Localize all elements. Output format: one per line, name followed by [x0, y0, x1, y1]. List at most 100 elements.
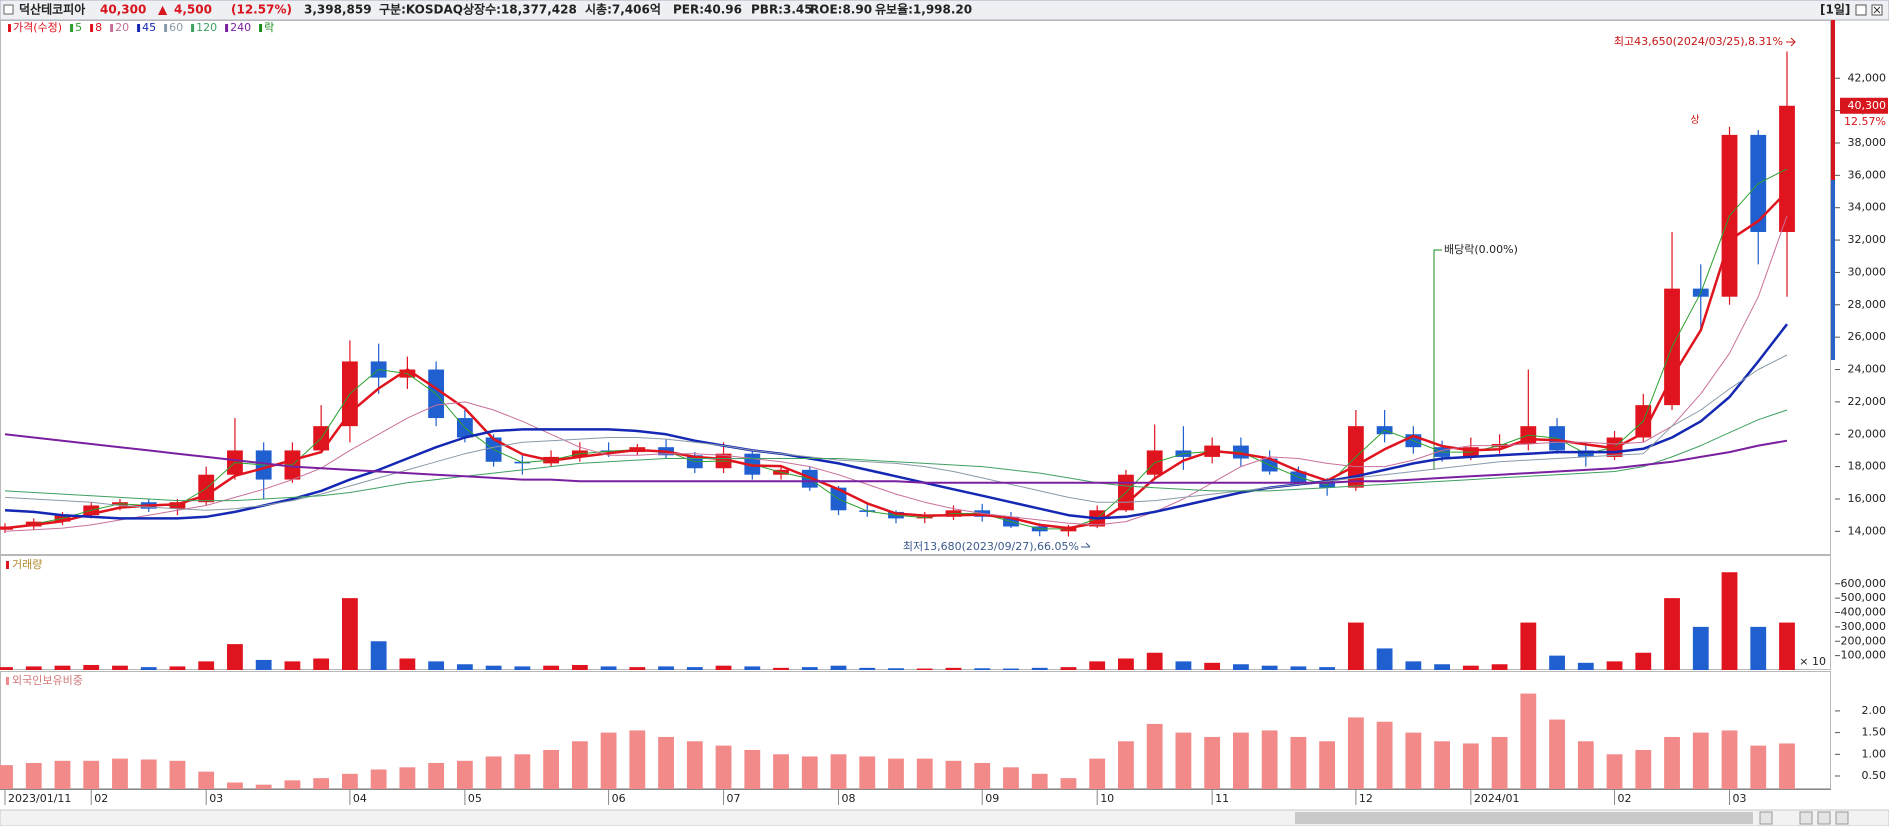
x-tick-label: 2024/01: [1474, 792, 1520, 805]
y-tick-label: 22,000: [1848, 395, 1887, 408]
foreign-title: 외국인보유비중: [12, 674, 83, 687]
bar: [1779, 622, 1795, 670]
zoom-reset-button[interactable]: [1817, 811, 1831, 825]
bar: [888, 758, 904, 789]
bar: [1491, 736, 1508, 789]
legend-swatch: [90, 24, 94, 32]
scrollbar-thumb[interactable]: [1295, 812, 1753, 824]
high-arrow: [1786, 37, 1796, 47]
bar: [227, 782, 243, 789]
bar: [1089, 758, 1106, 789]
bar: [1750, 745, 1767, 789]
bar: [83, 664, 100, 670]
price-panel-frame: [0, 20, 1831, 555]
y-tick-label: 1.50: [1862, 726, 1887, 739]
bar: [1721, 730, 1738, 789]
bar: [1520, 693, 1537, 789]
bar: [25, 762, 42, 789]
bar: [227, 644, 243, 670]
y-tick-label: 300,000: [1841, 620, 1887, 633]
y-tick-label: 38,000: [1848, 136, 1887, 149]
pbr: PBR:3.45: [751, 3, 813, 17]
scroll-right-button[interactable]: [1759, 811, 1773, 825]
current-price: 40,300: [100, 3, 146, 17]
moving-average-line: [4, 215, 1788, 532]
bar: [974, 762, 991, 789]
bar: [0, 667, 13, 670]
close-icon: [1873, 6, 1881, 14]
bar: [629, 730, 646, 789]
bar: [169, 760, 186, 789]
y-tick-label: 26,000: [1848, 330, 1887, 343]
bar: [341, 773, 358, 789]
axis-strip-up: [1831, 20, 1835, 180]
zoom-in-button[interactable]: [1835, 811, 1849, 825]
bar: [1549, 719, 1565, 789]
bar: [773, 754, 789, 789]
bar: [313, 658, 330, 670]
zoom-out-button[interactable]: [1799, 811, 1813, 825]
bar: [1462, 743, 1479, 789]
bar: [284, 780, 301, 789]
legend-swatch: [6, 677, 9, 685]
bar: [1606, 754, 1623, 789]
bar: [1118, 658, 1134, 670]
bar: [25, 666, 42, 670]
y-tick-label: 20,000: [1848, 427, 1887, 440]
y-tick-label: 16,000: [1848, 492, 1887, 505]
per: PER:40.96: [673, 3, 742, 17]
legend-label: 120: [196, 21, 217, 34]
bar: [916, 758, 933, 789]
bar: [1204, 736, 1221, 789]
bar: [0, 765, 13, 789]
window-icon[interactable]: [3, 4, 14, 15]
legend-label: 가격(수정): [13, 21, 62, 34]
bar: [1376, 648, 1393, 670]
bar: [1577, 662, 1594, 670]
bar: [428, 661, 445, 670]
bar: [859, 667, 876, 670]
bar: [686, 667, 703, 670]
period-button[interactable]: [1일]: [1820, 3, 1850, 17]
maximize-button[interactable]: [1855, 4, 1867, 16]
bar: [456, 664, 473, 670]
bar: [198, 771, 215, 789]
change: 4,500: [174, 3, 212, 17]
y-tick-label: 30,000: [1848, 265, 1887, 278]
bar: [1347, 622, 1364, 670]
stock-name: 덕산테코피아: [19, 2, 85, 17]
bar: [801, 667, 818, 670]
roe: ROE:8.90: [810, 3, 872, 17]
legend-swatch: [6, 561, 9, 569]
bar: [198, 661, 215, 670]
bar: [1261, 730, 1278, 789]
legend-swatch: [191, 24, 195, 32]
bar: [1434, 741, 1451, 789]
moving-average-line: [4, 354, 1788, 511]
change-arrow: ▲: [158, 3, 168, 17]
bar: [1606, 661, 1623, 670]
low-annotation: 최저13,680(2023/09/27),66.05%: [903, 540, 1079, 553]
low-arrow: [1081, 542, 1091, 548]
x-tick-label: 09: [985, 792, 999, 805]
bar: [1290, 736, 1307, 789]
y-tick-label: 1.00: [1862, 747, 1887, 760]
y-tick-label: 28,000: [1848, 298, 1887, 311]
bar: [1664, 598, 1680, 670]
bar: [1635, 749, 1652, 789]
bar: [370, 641, 387, 670]
bar: [456, 760, 473, 789]
y-tick-label: 32,000: [1848, 233, 1887, 246]
bar: [1175, 732, 1192, 789]
bar: [1089, 661, 1106, 670]
legend-swatch: [110, 24, 114, 32]
y-tick-label: 14,000: [1848, 524, 1887, 537]
market: 구분:KOSDAQ: [379, 3, 463, 17]
y-tick-label: 18,000: [1848, 460, 1887, 473]
bar: [255, 659, 272, 670]
bar: [1003, 668, 1019, 670]
bar: [1146, 723, 1163, 789]
bar: [916, 668, 933, 670]
x-tick-label: 11: [1215, 792, 1229, 805]
legend-swatch: [225, 24, 229, 32]
